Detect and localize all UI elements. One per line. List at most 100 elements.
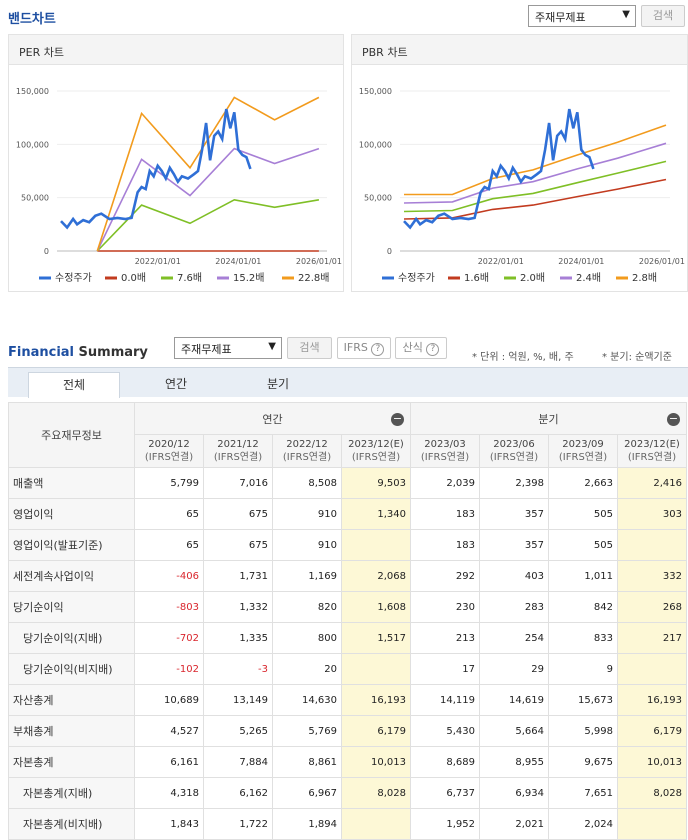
x-tick-label: 2026/01/01 bbox=[296, 257, 342, 266]
row-label[interactable]: 세전계속사업이익 bbox=[8, 560, 135, 592]
table-cell: -3 bbox=[203, 653, 273, 685]
table-row: 매출액 5,799 7,016 8,508 9,503 2,039 2,398 2,663 2,… bbox=[8, 467, 687, 499]
table-cell: 14,119 bbox=[410, 684, 480, 716]
table-cell: 6,179 bbox=[617, 715, 687, 747]
x-tick-label: 2026/01/01 bbox=[639, 257, 685, 266]
band-statement-select[interactable]: 주재무제표 ▼ bbox=[528, 5, 636, 27]
y-tick-label: 50,000 bbox=[21, 194, 49, 203]
table-cell: 10,689 bbox=[134, 684, 204, 716]
y-tick-label: 50,000 bbox=[364, 194, 392, 203]
legend-label: 2.0배 bbox=[520, 272, 545, 284]
tab-quarterly[interactable]: 분기 bbox=[266, 377, 290, 391]
chevron-down-icon: ▼ bbox=[622, 9, 630, 20]
legend-label: 7.6배 bbox=[177, 272, 202, 284]
table-row: 자본총계(지배) 4,318 6,162 6,967 8,028 6,737 6,934 7,… bbox=[8, 777, 687, 809]
tab-annual[interactable]: 연간 bbox=[164, 377, 188, 391]
collapse-annual-icon[interactable]: − bbox=[391, 412, 404, 426]
column-basis: (IFRS연결) bbox=[282, 452, 332, 463]
table-cell: 10,013 bbox=[617, 746, 687, 778]
table-cell: 29 bbox=[479, 653, 549, 685]
column-header: 2022/12 (IFRS연결) bbox=[272, 434, 342, 468]
table-cell: -803 bbox=[134, 591, 204, 623]
formula-info-button[interactable]: 산식 ? bbox=[395, 337, 447, 359]
column-period: 2023/09 bbox=[562, 439, 604, 450]
column-header: 2021/12 (IFRS연결) bbox=[203, 434, 273, 468]
band-search-button[interactable]: 검색 bbox=[641, 5, 685, 27]
table-cell: 2,068 bbox=[341, 560, 411, 592]
table-cell: 675 bbox=[203, 498, 273, 530]
table-cell: 505 bbox=[548, 529, 618, 561]
column-period: 2022/12 bbox=[286, 439, 328, 450]
fs-statement-select[interactable]: 주재무제표 ▼ bbox=[174, 337, 282, 359]
column-basis: (IFRS연결) bbox=[420, 452, 470, 463]
table-cell: 1,332 bbox=[203, 591, 273, 623]
y-tick-label: 150,000 bbox=[16, 87, 49, 96]
table-cell: 2,024 bbox=[548, 808, 618, 840]
table-cell: -702 bbox=[134, 622, 204, 654]
table-row: 당기순이익 -803 1,332 820 1,608 230 283 842 268 bbox=[8, 591, 687, 623]
row-label[interactable]: 영업이익(발표기준) bbox=[8, 529, 135, 561]
table-cell: 4,318 bbox=[134, 777, 204, 809]
table-cell: 183 bbox=[410, 498, 480, 530]
column-header: 2023/12(E) (IFRS연결) bbox=[617, 434, 687, 468]
table-cell: 2,021 bbox=[479, 808, 549, 840]
table-cell: 1,169 bbox=[272, 560, 342, 592]
table-cell: 7,016 bbox=[203, 467, 273, 499]
table-cell: 1,894 bbox=[272, 808, 342, 840]
column-header: 2023/12(E) (IFRS연결) bbox=[341, 434, 411, 468]
table-cell: 8,861 bbox=[272, 746, 342, 778]
series-line-0 bbox=[403, 108, 595, 230]
period-tabs: 전체 연간 분기 bbox=[8, 367, 688, 398]
table-cell: 14,630 bbox=[272, 684, 342, 716]
column-basis: (IFRS연결) bbox=[351, 452, 401, 463]
row-label[interactable]: 당기순이익 bbox=[8, 591, 135, 623]
collapse-quarter-icon[interactable]: − bbox=[667, 412, 680, 426]
column-period: 2021/12 bbox=[217, 439, 259, 450]
table-cell: 217 bbox=[617, 622, 687, 654]
band-select-value: 주재무제표 bbox=[535, 11, 586, 24]
table-cell: 1,011 bbox=[548, 560, 618, 592]
row-label[interactable]: 자본총계 bbox=[8, 746, 135, 778]
table-cell: 303 bbox=[617, 498, 687, 530]
column-period: 2023/03 bbox=[424, 439, 466, 450]
help-icon: ? bbox=[371, 343, 385, 356]
legend-label: 2.4배 bbox=[576, 272, 601, 284]
row-label[interactable]: 매출액 bbox=[8, 467, 135, 499]
column-period: 2023/06 bbox=[493, 439, 535, 450]
table-cell bbox=[617, 529, 687, 561]
row-label[interactable]: 부채총계 bbox=[8, 715, 135, 747]
fs-search-button[interactable]: 검색 bbox=[287, 337, 332, 359]
row-label[interactable]: 영업이익 bbox=[8, 498, 135, 530]
table-cell: 820 bbox=[272, 591, 342, 623]
table-cell: 6,162 bbox=[203, 777, 273, 809]
column-header: 2020/12 (IFRS연결) bbox=[134, 434, 204, 468]
group-quarter-label: 분기 bbox=[538, 412, 559, 426]
table-cell: 1,340 bbox=[341, 498, 411, 530]
table-cell: 6,161 bbox=[134, 746, 204, 778]
pbr-chart-title: PBR 차트 bbox=[352, 35, 687, 65]
table-cell: 5,998 bbox=[548, 715, 618, 747]
table-row: 영업이익 65 675 910 1,340 183 357 505 303 bbox=[8, 498, 687, 530]
x-tick-label: 2022/01/01 bbox=[478, 257, 524, 266]
tab-all[interactable]: 전체 bbox=[28, 372, 120, 398]
legend-label: 1.6배 bbox=[464, 272, 489, 284]
y-tick-label: 0 bbox=[44, 247, 49, 256]
column-basis: (IFRS연결) bbox=[144, 452, 194, 463]
per-chart-panel: PER 차트 150,000 100,000 50,000 0 2022/01/01 20… bbox=[8, 34, 344, 292]
help-icon: ? bbox=[426, 343, 440, 356]
row-label[interactable]: 자산총계 bbox=[8, 684, 135, 716]
table-cell bbox=[617, 653, 687, 685]
row-label: 자본총계(지배) bbox=[8, 777, 135, 809]
ifrs-info-button[interactable]: IFRS ? bbox=[337, 337, 391, 359]
row-label: 자본총계(비지배) bbox=[8, 808, 135, 840]
x-tick-label: 2022/01/01 bbox=[135, 257, 181, 266]
y-tick-label: 0 bbox=[387, 247, 392, 256]
table-cell: 332 bbox=[617, 560, 687, 592]
table-cell: 2,416 bbox=[617, 467, 687, 499]
column-basis: (IFRS연결) bbox=[489, 452, 539, 463]
table-cell: 65 bbox=[134, 529, 204, 561]
series-line-3 bbox=[96, 147, 320, 252]
row-label: 당기순이익(지배) bbox=[8, 622, 135, 654]
table-cell: 2,398 bbox=[479, 467, 549, 499]
table-cell: 1,843 bbox=[134, 808, 204, 840]
